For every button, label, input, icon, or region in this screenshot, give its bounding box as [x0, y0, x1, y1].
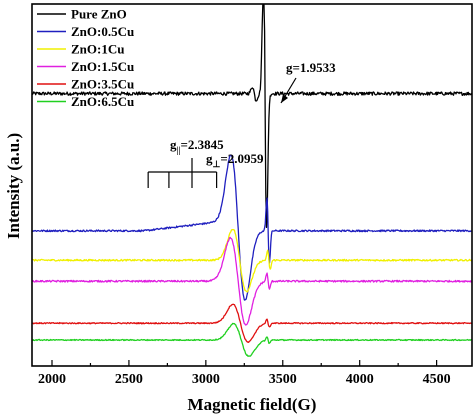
g-perp-peak-arrowhead: [281, 94, 288, 103]
g-parallel-subscript: ||: [177, 145, 181, 155]
legend-label: ZnO:1Cu: [71, 42, 124, 57]
g-perp-peak-label: g=1.9533: [286, 60, 336, 75]
g-perp-subscript: ⊥: [213, 159, 221, 169]
plot-frame: [31, 3, 473, 367]
legend-label: Pure ZnO: [71, 7, 127, 22]
legend: Pure ZnO ZnO:0.5Cu ZnO:1Cu ZnO:1.5Cu ZnO:3.5…: [37, 7, 134, 109]
series-line-3: [31, 228, 473, 293]
x-tick-label: 3000: [192, 372, 220, 387]
legend-label: ZnO:0.5Cu: [71, 24, 134, 39]
g-parallel-symbol: g: [170, 137, 177, 152]
g-parallel-value: =2.3845: [180, 137, 224, 152]
series-line-6: [31, 322, 473, 357]
legend-label: ZnO:6.5Cu: [71, 94, 134, 109]
hyperfine-bracket: [147, 158, 218, 188]
series-line-1: [31, 4, 473, 229]
series-line-5: [31, 303, 473, 343]
g-perp-value: =2.0959: [220, 151, 264, 166]
x-tick-label: 2500: [115, 372, 143, 387]
series-line-2: [31, 154, 473, 301]
series-line-4: [31, 236, 473, 326]
series-layer: [31, 4, 473, 357]
g-perp-label: g⊥=2.0959: [206, 151, 264, 169]
x-tick-label: 3500: [269, 372, 297, 387]
annotations: g=1.9533 g||=2.3845 g⊥=2.0959: [147, 60, 336, 188]
x-tick-label: 2000: [38, 372, 66, 387]
x-tick-label: 4000: [346, 372, 374, 387]
x-axis-ticks: 2000 2500 3000 3500 4000 4500: [38, 360, 451, 387]
y-axis-title: Intensity (a.u.): [4, 133, 23, 239]
legend-label: ZnO:1.5Cu: [71, 59, 134, 74]
x-tick-label: 4500: [423, 372, 451, 387]
g-parallel-label: g||=2.3845: [170, 137, 224, 155]
legend-label: ZnO:3.5Cu: [71, 77, 134, 92]
x-axis-title: Magnetic field(G): [188, 395, 317, 414]
g-perp-symbol: g: [206, 151, 213, 166]
